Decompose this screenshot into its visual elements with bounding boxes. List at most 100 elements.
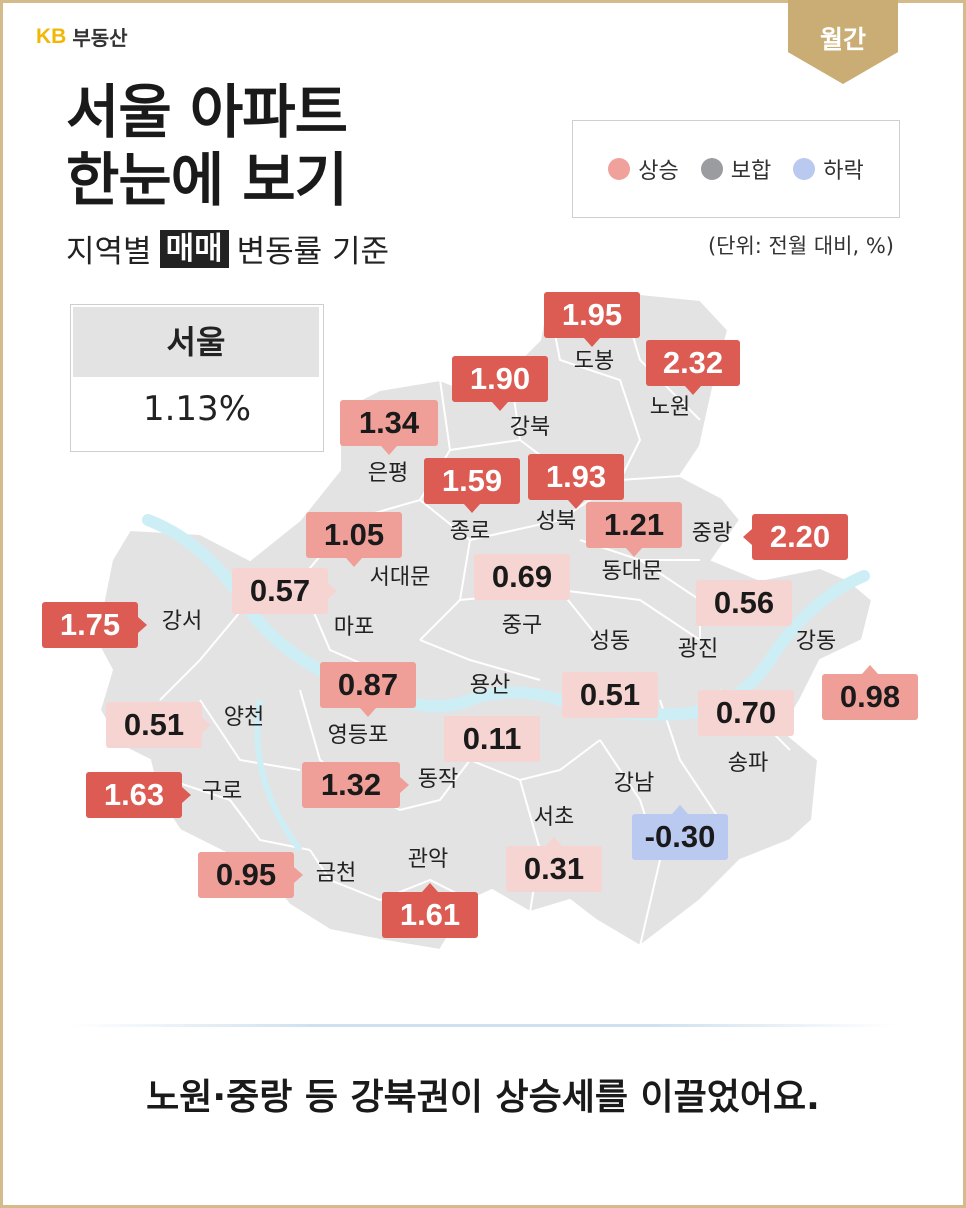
footer-caption: 노원·중랑 등 강북권이 상승세를 이끌었어요.: [146, 1077, 820, 1118]
district-marker-18: 0.51 양천: [106, 702, 264, 748]
seoul-value: 1.13%: [142, 389, 251, 429]
value-label: 1.59: [442, 463, 502, 498]
district-marker-17: 0.87 영등포: [320, 662, 416, 748]
badge-pointer: [743, 529, 752, 545]
ribbon-label: 월간: [819, 25, 866, 54]
district-marker-7: 1.21 동대문: [586, 502, 682, 584]
district-name: 종로: [450, 519, 490, 544]
district-name: 노원: [650, 395, 690, 420]
district-name: 금천: [316, 861, 356, 886]
value-label: 1.61: [400, 897, 460, 932]
district-name: 용산: [470, 673, 510, 698]
legend-dot-up: [608, 158, 631, 180]
seoul-label: 서울: [73, 307, 319, 377]
district-markers: 1.95 도봉 2.32 노원 1.90 강북 1.34 은평 1.59 종로 1.93 성북 1.21…: [42, 292, 918, 938]
value-label: 1.63: [104, 777, 164, 812]
divider: [70, 1024, 896, 1027]
value-badge: [528, 454, 624, 500]
badge-pointer: [568, 500, 584, 509]
value-badge: [306, 512, 402, 558]
seoul-landmass: [94, 290, 874, 952]
value-label: -0.30: [645, 819, 716, 854]
value-badge: [822, 674, 918, 720]
subtitle-post: 변동률 기준: [236, 234, 390, 270]
district-name: 강동: [796, 629, 836, 654]
badge-pointer: [672, 805, 688, 814]
value-label: 0.69: [492, 559, 552, 594]
value-label: 1.32: [321, 767, 381, 802]
badge-pointer: [381, 446, 397, 455]
district-name: 성북: [536, 509, 576, 534]
value-badge: [474, 554, 570, 600]
badge-pointer: [294, 867, 303, 883]
legend: 상승 보합 하락: [572, 120, 900, 218]
district-name: 도봉: [574, 349, 614, 374]
badge-pointer: [202, 717, 211, 733]
value-label: 0.56: [714, 585, 774, 620]
district-name: 중구: [502, 613, 542, 638]
district-name: 관악: [408, 847, 448, 872]
district-marker-5: 1.59 종로: [424, 458, 520, 544]
value-label: 2.32: [663, 345, 723, 380]
district-marker-23: 0.31 서초: [506, 805, 602, 892]
value-badge: [42, 602, 138, 648]
kb-logo: KB 부동산: [36, 22, 128, 51]
value-badge: [696, 580, 792, 626]
subtitle-pre: 지역별: [66, 234, 152, 270]
district-name: 마포: [334, 615, 374, 640]
value-label: 0.70: [716, 695, 776, 730]
unit-note: (단위: 전월 대비, %): [707, 234, 894, 258]
value-label: 1.90: [470, 361, 530, 396]
district-name: 서초: [534, 805, 574, 830]
value-label: 0.31: [524, 851, 584, 886]
badge-pointer: [626, 548, 642, 557]
value-badge: [646, 340, 740, 386]
district-marker-2: 2.32 노원: [646, 340, 740, 420]
badge-pointer: [464, 504, 480, 513]
district-marker-4: 1.34 은평: [340, 400, 438, 486]
value-badge: [562, 672, 658, 718]
value-badge: [232, 568, 328, 614]
badge-pointer: [346, 558, 362, 567]
kb-mark: KB: [36, 24, 67, 48]
district-name: 양천: [224, 705, 264, 730]
badge-pointer: [400, 777, 409, 793]
value-label: 1.05: [324, 517, 384, 552]
value-label: 1.93: [546, 459, 606, 494]
value-label: 1.95: [562, 297, 622, 332]
legend-dot-flat: [700, 158, 723, 180]
han-river: [142, 514, 870, 721]
page-title: 서울 아파트 한눈에 보기: [66, 78, 348, 214]
district-marker-13: 1.75 강서: [42, 602, 202, 648]
district-marker-9: 1.05 서대문: [306, 512, 430, 590]
brand-name: 부동산: [72, 26, 128, 50]
district-name: 서대문: [370, 565, 431, 590]
badge-pointer: [422, 883, 438, 892]
legend-item-down: 하락: [793, 153, 864, 185]
district-name: 구로: [202, 779, 242, 804]
legend-label-up: 상승: [638, 159, 679, 184]
badge-pointer: [182, 787, 191, 803]
badge-pointer: [138, 617, 147, 633]
value-badge: [340, 400, 438, 446]
value-label: 0.95: [216, 857, 276, 892]
badge-pointer: [862, 665, 878, 674]
district-marker-11: 0.69 중구: [474, 554, 570, 638]
badge-pointer: [360, 708, 376, 717]
value-badge: [632, 814, 728, 860]
district-name: 송파: [728, 751, 768, 776]
value-label: 0.51: [580, 677, 640, 712]
district-name: 성동: [590, 629, 630, 654]
badge-pointer: [584, 338, 600, 347]
value-badge: [320, 662, 416, 708]
district-marker-12: 0.56 광진: [678, 580, 792, 662]
title-line-2: 한눈에 보기: [66, 146, 348, 214]
value-label: 2.20: [770, 519, 830, 554]
district-marker-8: 2.20 중랑: [692, 514, 848, 560]
district-name: 강서: [162, 609, 202, 634]
value-label: 1.34: [359, 405, 420, 440]
value-label: 0.51: [124, 707, 184, 742]
legend-item-up: 상승: [608, 153, 679, 185]
